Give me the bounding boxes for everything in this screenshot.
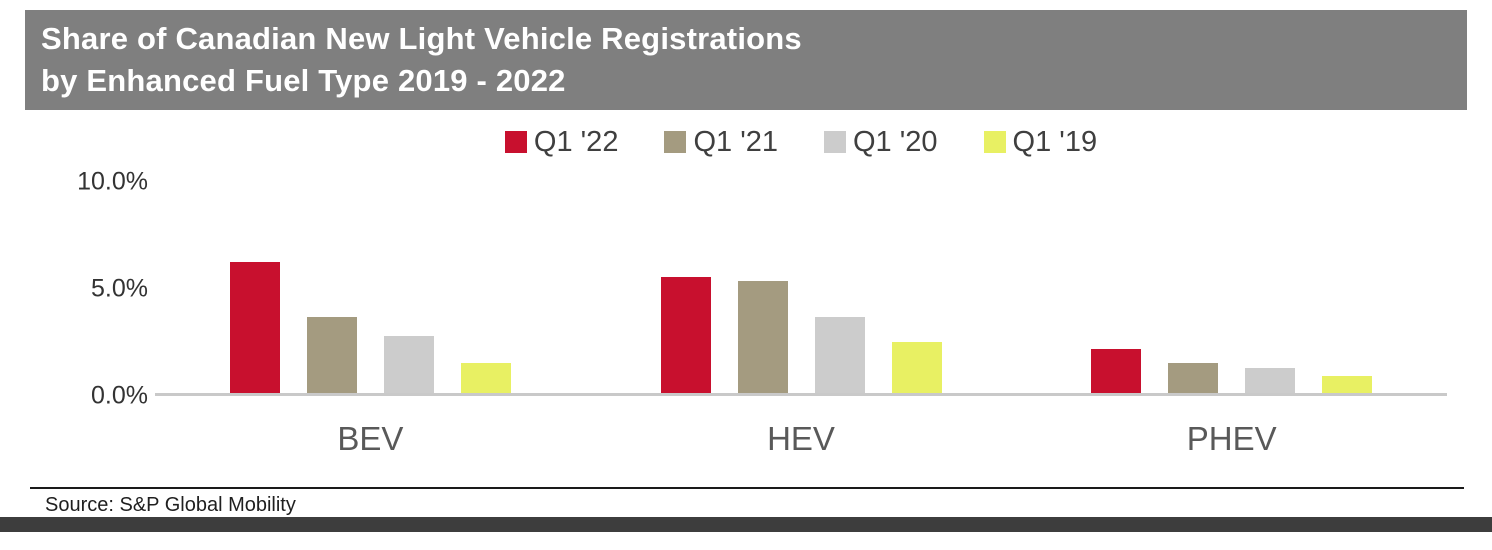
legend-label-q1-20: Q1 '20 — [853, 125, 938, 158]
legend-swatch-q1-22 — [504, 131, 527, 153]
bar-bev-q1-20 — [383, 336, 434, 393]
bar-phev-q1-21 — [1168, 363, 1219, 393]
bar-group-bev — [155, 182, 586, 393]
legend-item-q1-21: Q1 '21 — [664, 126, 778, 159]
bar-phev-q1-20 — [1245, 367, 1296, 393]
category-label-hev: HEV — [767, 420, 835, 457]
bar-bev-q1-22 — [229, 262, 280, 393]
bar-bev-q1-19 — [460, 363, 511, 393]
bar-phev-q1-19 — [1322, 376, 1373, 393]
bar-group-hev — [586, 182, 1017, 393]
bar-hev-q1-22 — [660, 276, 711, 393]
y-axis: 10.0% 5.0% 0.0% — [0, 168, 148, 410]
source-text: Source: S&P Global Mobility — [45, 494, 296, 516]
chart-title-line-1: Share of Canadian New Light Vehicle Regi… — [41, 21, 802, 56]
legend-item-q1-22: Q1 '22 — [504, 125, 619, 159]
legend-swatch-q1-19 — [983, 131, 1006, 153]
legend-swatch-q1-20 — [824, 131, 846, 153]
plot-area — [155, 182, 1447, 396]
bar-hev-q1-21 — [737, 281, 788, 393]
bar-bev-q1-21 — [306, 317, 357, 393]
y-axis-tick-label: 0.0% — [91, 381, 148, 410]
legend-item-q1-19: Q1 '19 — [983, 125, 1098, 159]
y-axis-tick-label: 10.0% — [77, 167, 148, 196]
chart-title-bar: Share of Canadian New Light Vehicle Regi… — [25, 10, 1467, 110]
bar-hev-q1-19 — [891, 342, 942, 393]
category-label-phev: PHEV — [1186, 420, 1277, 457]
y-axis-tick-label: 5.0% — [91, 274, 148, 303]
legend-swatch-q1-21 — [664, 131, 687, 153]
legend-label-q1-22: Q1 '22 — [533, 125, 619, 158]
category-label-bev: BEV — [337, 420, 404, 457]
legend-label-q1-21: Q1 '21 — [693, 125, 778, 158]
bar-group-phev — [1016, 182, 1447, 393]
bar-hev-q1-20 — [814, 317, 865, 393]
bar-phev-q1-22 — [1091, 348, 1142, 393]
chart-title-line-2: by Enhanced Fuel Type 2019 - 2022 — [41, 63, 566, 98]
footer-bar — [0, 517, 1492, 532]
legend-item-q1-20: Q1 '20 — [824, 126, 938, 159]
source-divider-line — [30, 487, 1464, 489]
chart-legend: Q1 '22 Q1 '21 Q1 '20 Q1 '19 — [155, 122, 1447, 162]
x-axis: BEV HEV PHEV — [155, 420, 1447, 464]
legend-label-q1-19: Q1 '19 — [1012, 125, 1098, 158]
